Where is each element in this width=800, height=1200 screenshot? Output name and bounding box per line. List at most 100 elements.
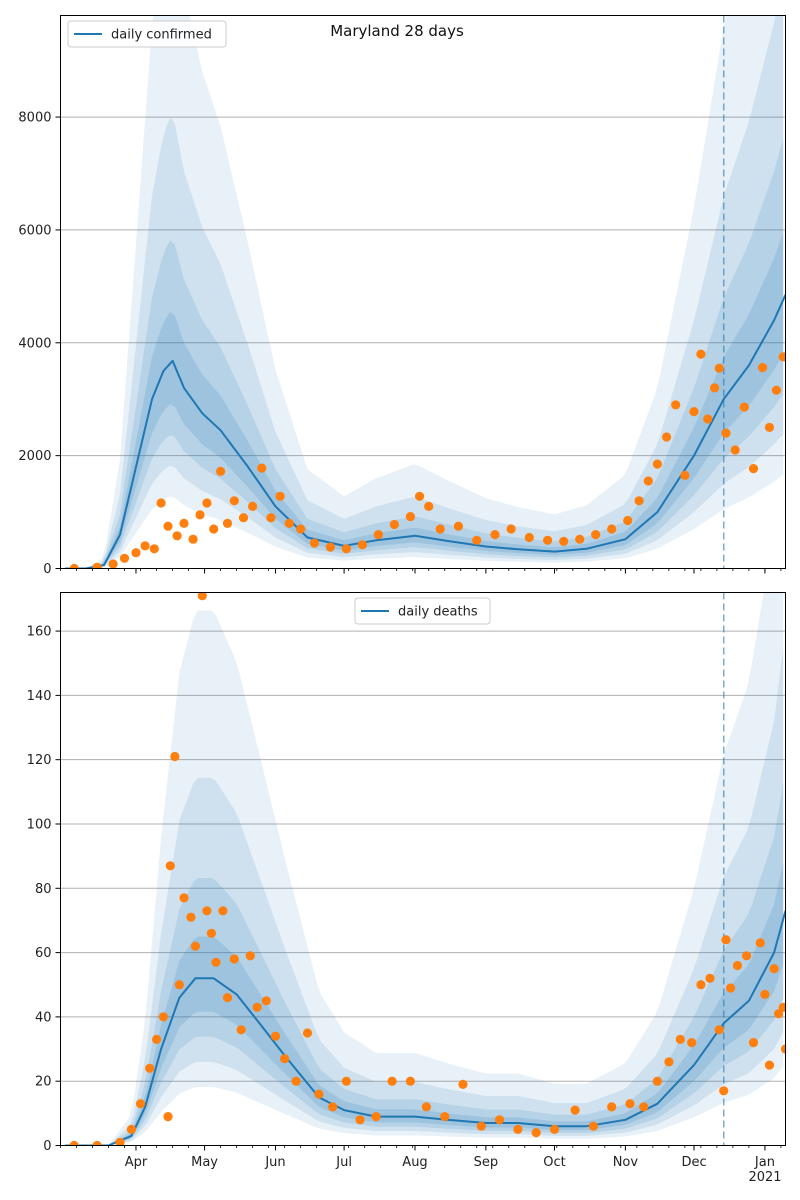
confirmed-observed-point: [671, 400, 681, 410]
confirmed-observed-point: [472, 535, 482, 545]
deaths-observed-point: [687, 1038, 697, 1048]
confirmed-observed-point: [778, 352, 786, 362]
confirmed-observed-point: [309, 538, 319, 548]
deaths-observed-point: [458, 1079, 468, 1089]
confirmed-plot-frame: [60, 15, 786, 569]
deaths-observed-point: [115, 1137, 125, 1146]
deaths-observed-point: [245, 951, 255, 961]
confirmed-observed-point: [195, 510, 205, 520]
confirmed-observed-point: [703, 414, 713, 424]
deaths-observed-point: [270, 1031, 281, 1041]
confirmed-observed-point: [710, 383, 720, 393]
deaths-observed-point: [732, 960, 743, 971]
confirmed-observed-point: [296, 524, 306, 534]
deaths-y-axis: 0 20 40 60 80 100 120 140 160: [27, 625, 61, 1154]
deaths-observed-point: [696, 980, 706, 990]
deaths-x-axis: [60, 1145, 782, 1151]
confirmed-observed-point: [209, 524, 219, 534]
confirmed-y-tick-label: 6000: [18, 223, 51, 238]
confirmed-observed-point: [696, 349, 706, 359]
confirmed-band-2: [60, 15, 784, 569]
deaths-observed-point: [302, 1028, 313, 1038]
deaths-observed-point: [202, 906, 212, 916]
confirmed-legend: daily confirmed: [67, 20, 227, 48]
confirmed-band-4: [60, 232, 784, 569]
deaths-observed-point: [170, 751, 180, 762]
deaths-observed-point: [726, 983, 736, 993]
confirmed-observed-point: [248, 501, 258, 511]
confirmed-plot-area: [60, 15, 786, 569]
confirmed-observed-point: [424, 501, 434, 511]
deaths-observed-point: [165, 861, 175, 871]
confirmed-observed-point: [172, 531, 182, 541]
confirmed-y-axis: 0 2000 4000 6000 8000: [18, 111, 61, 577]
confirmed-uncertainty-bands: [60, 15, 784, 569]
confirmed-observed-point: [490, 530, 500, 540]
deaths-band-3: [60, 783, 784, 1146]
confirmed-observed-point: [131, 548, 141, 558]
deaths-y-tick-label: 40: [35, 1010, 52, 1025]
confirmed-observed-point: [188, 534, 198, 544]
confirmed-observed-point: [634, 496, 644, 506]
confirmed-observed-point: [284, 518, 294, 529]
confirmed-observed-point: [714, 363, 724, 373]
deaths-observed-point: [531, 1128, 541, 1138]
confirmed-gridlines: [60, 116, 786, 457]
confirmed-y-tick-label: 0: [43, 562, 51, 577]
deaths-plot-area: [60, 592, 786, 1146]
confirmed-observed-point: [140, 541, 150, 551]
confirmed-panel: 0 2000 4000 6000 8000 Maryland 28 days daily…: [18, 15, 786, 577]
confirmed-observed-point: [373, 530, 383, 540]
deaths-gridlines: [60, 630, 786, 1082]
deaths-panel: 0 20 40 60 80 100 120 140 160 daily deaths: [27, 592, 786, 1154]
deaths-observed-point: [714, 1025, 724, 1035]
deaths-observed-point: [341, 1076, 351, 1086]
deaths-observed-point: [252, 1002, 262, 1012]
month-label: May: [191, 1155, 218, 1170]
confirmed-observed-point: [662, 432, 672, 442]
deaths-observed-point: [607, 1102, 617, 1112]
deaths-observed-point: [261, 996, 271, 1006]
confirmed-observed-point: [357, 540, 367, 550]
confirmed-observed-point: [108, 559, 118, 569]
confirmed-observed-point: [771, 385, 782, 395]
confirmed-observed-point: [149, 544, 159, 554]
deaths-observed-point: [206, 928, 216, 938]
deaths-observed-point: [145, 1063, 155, 1073]
deaths-observed-point: [549, 1124, 560, 1134]
confirmed-observed-point: [680, 470, 690, 480]
deaths-observed-point: [495, 1115, 505, 1125]
confirmed-observed-point: [739, 402, 749, 412]
confirmed-observed-point: [764, 422, 775, 432]
confirmed-observed-point: [643, 476, 653, 486]
confirmed-observed-point: [415, 491, 425, 501]
deaths-observed-point: [355, 1115, 365, 1125]
deaths-observed-point: [126, 1124, 136, 1134]
deaths-observed-point: [721, 935, 731, 945]
deaths-observed-point: [229, 954, 239, 964]
deaths-observed-point: [760, 989, 770, 1000]
deaths-y-tick-label: 160: [27, 625, 52, 640]
confirmed-observed-point: [325, 542, 335, 552]
confirmed-observed-point: [405, 511, 415, 522]
deaths-band-2: [60, 647, 784, 1146]
deaths-observed-point: [742, 951, 752, 961]
deaths-legend-label: daily deaths: [398, 605, 478, 620]
deaths-observed-point: [764, 1060, 775, 1070]
deaths-y-tick-label: 80: [35, 882, 52, 897]
deaths-observed-point: [152, 1034, 162, 1044]
deaths-legend-box: [354, 597, 491, 625]
deaths-observed-point: [179, 893, 189, 903]
confirmed-observed-point: [238, 513, 249, 523]
deaths-observed-point: [314, 1089, 324, 1099]
deaths-plot-frame: [60, 592, 786, 1146]
deaths-uncertainty-bands: [60, 592, 784, 1146]
deaths-observed-point: [371, 1112, 381, 1122]
confirmed-observed-point: [92, 562, 102, 569]
confirmed-y-tick-label: 2000: [18, 449, 51, 464]
month-label: Nov: [613, 1155, 639, 1170]
confirmed-legend-label: daily confirmed: [111, 28, 212, 43]
confirmed-observed-point: [652, 459, 663, 469]
confirmed-observed-point: [524, 532, 534, 543]
deaths-observed-point: [476, 1121, 486, 1131]
